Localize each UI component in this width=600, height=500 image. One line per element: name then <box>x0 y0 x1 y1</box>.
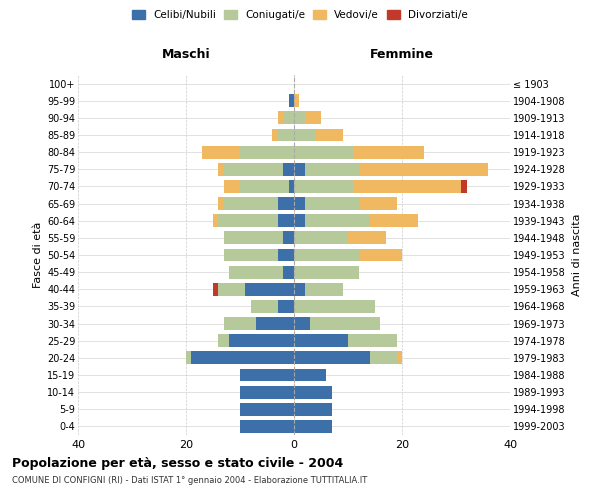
Bar <box>305 214 370 227</box>
Bar <box>305 197 359 210</box>
Bar <box>256 317 294 330</box>
Bar <box>278 214 294 227</box>
Bar <box>224 248 278 262</box>
Bar <box>294 232 348 244</box>
Bar <box>289 94 294 107</box>
Bar <box>283 266 294 278</box>
Bar <box>294 112 305 124</box>
Bar <box>278 112 283 124</box>
Legend: Celibi/Nubili, Coniugati/e, Vedovi/e, Divorziati/e: Celibi/Nubili, Coniugati/e, Vedovi/e, Di… <box>132 10 468 20</box>
Bar <box>294 163 305 175</box>
Bar <box>191 352 294 364</box>
Bar <box>218 197 224 210</box>
Bar <box>305 163 359 175</box>
Bar <box>305 283 343 296</box>
Y-axis label: Anni di nascita: Anni di nascita <box>572 214 583 296</box>
Bar <box>202 146 240 158</box>
Bar <box>294 94 299 107</box>
Bar <box>294 180 353 193</box>
Bar <box>294 420 332 433</box>
Text: Maschi: Maschi <box>161 48 211 62</box>
Bar <box>240 146 294 158</box>
Bar <box>289 180 294 193</box>
Bar <box>229 334 294 347</box>
Bar <box>294 128 316 141</box>
Bar <box>218 163 224 175</box>
Bar <box>294 248 359 262</box>
Bar <box>224 317 256 330</box>
Bar <box>245 283 294 296</box>
Bar <box>370 214 418 227</box>
Bar <box>310 317 380 330</box>
Bar <box>278 128 294 141</box>
Bar <box>348 232 386 244</box>
Bar <box>224 232 283 244</box>
Bar <box>283 163 294 175</box>
Bar <box>294 386 332 398</box>
Bar <box>278 300 294 313</box>
Bar <box>359 163 488 175</box>
Text: COMUNE DI CONFIGNI (RI) - Dati ISTAT 1° gennaio 2004 - Elaborazione TUTTITALIA.I: COMUNE DI CONFIGNI (RI) - Dati ISTAT 1° … <box>12 476 367 485</box>
Bar <box>278 248 294 262</box>
Bar <box>213 214 218 227</box>
Bar <box>240 180 289 193</box>
Text: Femmine: Femmine <box>370 48 434 62</box>
Bar <box>305 112 321 124</box>
Bar <box>348 334 397 347</box>
Bar <box>218 214 278 227</box>
Bar <box>294 214 305 227</box>
Bar <box>224 197 278 210</box>
Text: Popolazione per età, sesso e stato civile - 2004: Popolazione per età, sesso e stato civil… <box>12 458 343 470</box>
Bar <box>251 300 278 313</box>
Bar <box>294 368 326 382</box>
Bar <box>294 266 359 278</box>
Bar <box>353 146 424 158</box>
Bar <box>272 128 278 141</box>
Bar <box>294 403 332 415</box>
Bar <box>359 248 402 262</box>
Bar <box>461 180 467 193</box>
Bar <box>294 300 375 313</box>
Bar <box>283 232 294 244</box>
Bar <box>397 352 402 364</box>
Bar <box>213 283 218 296</box>
Bar <box>278 197 294 210</box>
Bar <box>240 386 294 398</box>
Bar <box>218 283 245 296</box>
Bar <box>294 283 305 296</box>
Y-axis label: Fasce di età: Fasce di età <box>32 222 43 288</box>
Bar <box>240 403 294 415</box>
Bar <box>353 180 461 193</box>
Bar <box>240 368 294 382</box>
Bar <box>224 163 283 175</box>
Bar <box>316 128 343 141</box>
Bar <box>370 352 397 364</box>
Bar <box>229 266 283 278</box>
Bar <box>294 352 370 364</box>
Bar <box>283 112 294 124</box>
Bar <box>218 334 229 347</box>
Bar <box>294 197 305 210</box>
Bar <box>186 352 191 364</box>
Bar <box>224 180 240 193</box>
Bar <box>359 197 397 210</box>
Bar <box>294 146 353 158</box>
Bar <box>240 420 294 433</box>
Bar <box>294 317 310 330</box>
Bar <box>294 334 348 347</box>
